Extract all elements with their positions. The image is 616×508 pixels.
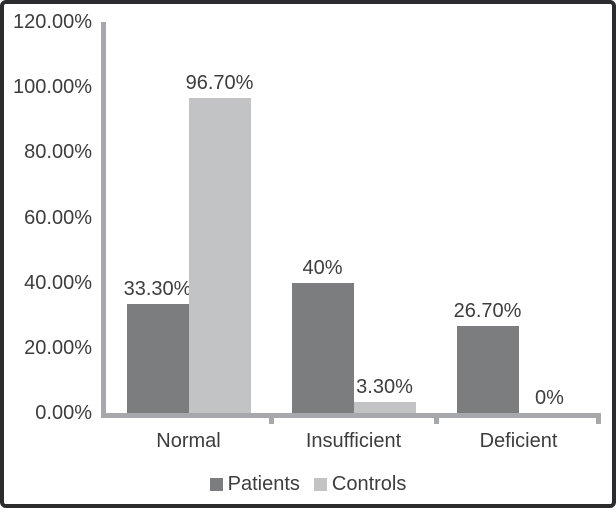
- bar-controls-normal: [188, 97, 251, 413]
- bar-value-label: 33.30%: [123, 278, 192, 301]
- y-axis-tick-label: 20.00%: [24, 336, 92, 359]
- legend-item-patients: Patients: [209, 471, 300, 497]
- category-label-insufficient: Insufficient: [305, 430, 402, 452]
- chart-legend: Patients Controls: [4, 471, 612, 497]
- bar-patients-normal: [126, 304, 189, 413]
- bar-value-label: 40%: [302, 256, 343, 279]
- y-axis-tick-label: 100.00%: [13, 76, 92, 99]
- legend-swatch-patients: [209, 477, 223, 491]
- y-axis-tick-label: 120.00%: [13, 11, 92, 33]
- bar-patients-insufficient: [291, 282, 354, 413]
- bar-value-label: 26.70%: [453, 300, 522, 322]
- legend-label: Patients: [227, 473, 300, 495]
- bar-value-label: 3.30%: [356, 376, 413, 399]
- x-axis-tick: [268, 413, 274, 424]
- bar-value-label: 0%: [535, 387, 564, 409]
- y-axis-line: [101, 22, 106, 418]
- bar-controls-insufficient: [353, 402, 416, 413]
- x-axis-line: [101, 413, 601, 418]
- category-label-normal: Normal: [156, 430, 221, 452]
- y-axis-tick-label: 80.00%: [24, 141, 92, 164]
- legend-label: Controls: [331, 473, 407, 495]
- y-axis-tick-label: 60.00%: [24, 206, 92, 229]
- x-axis-tick: [596, 413, 601, 424]
- y-axis-tick-label: 40.00%: [24, 271, 92, 294]
- bar-value-label: 96.70%: [185, 71, 254, 94]
- legend-swatch-controls: [313, 477, 327, 491]
- x-axis-tick: [433, 413, 439, 424]
- bar-patients-deficient: [456, 326, 519, 413]
- category-label-deficient: Deficient: [479, 430, 558, 452]
- legend-item-controls: Controls: [313, 471, 407, 497]
- y-axis-tick-label: 0.00%: [35, 402, 92, 424]
- bar-chart-plot: 0.00% 20.00% 40.00% 60.00% 80.00% 100.00% 120.…: [4, 4, 612, 504]
